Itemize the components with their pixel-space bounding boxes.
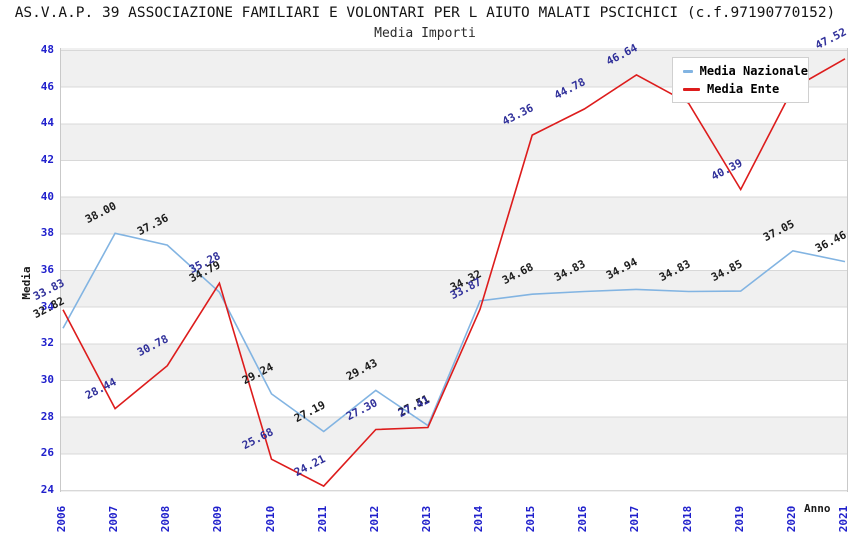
x-tick-label: 2019: [732, 505, 746, 533]
x-axis-title: Anno: [804, 502, 831, 515]
legend: Media Nazionale Media Ente: [672, 57, 809, 103]
legend-item-media-ente: Media Ente: [673, 82, 808, 96]
y-tick-label: 32: [40, 336, 54, 350]
chart-title: AS.V.A.P. 39 ASSOCIAZIONE FAMILIARI E VO…: [14, 5, 836, 21]
y-tick-label: 30: [40, 373, 54, 386]
y-tick-label: 46: [40, 79, 54, 93]
y-tick-label: 26: [40, 446, 54, 460]
x-tick-label: 2011: [315, 505, 329, 533]
y-tick-label: 36: [40, 263, 54, 276]
legend-label-media-nazionale: Media Nazionale: [699, 64, 808, 78]
x-tick-label: 2014: [472, 505, 486, 533]
media-ente-line-swatch: [683, 87, 700, 91]
x-tick-label: 2008: [159, 505, 173, 533]
x-tick-label: 2006: [55, 505, 68, 533]
y-tick-label: 40: [40, 189, 54, 203]
x-tick-label: 2017: [628, 505, 642, 533]
chart-subtitle: Media Importi: [374, 26, 476, 41]
media-nazionale-line-swatch: [683, 69, 693, 73]
x-tick-label: 2021: [837, 505, 850, 533]
x-tick-label: 2007: [107, 505, 121, 533]
x-tick-label: 2016: [576, 505, 590, 533]
series-line-media-nazionale: [62, 232, 846, 433]
chart-lines: [62, 58, 846, 488]
y-tick-label: 28: [40, 409, 54, 423]
y-tick-label: 34: [40, 299, 54, 313]
y-tick-label: 48: [40, 43, 54, 56]
x-tick-label: 2018: [680, 505, 694, 533]
plot-area: 32.82 38.00 37.36 34.79 29.24 27.19 29.43 27.51…: [31, 25, 849, 492]
legend-item-media-nazionale: Media Nazionale: [673, 64, 808, 78]
x-tick-label: 2010: [263, 505, 277, 533]
x-tick-label: 2012: [367, 505, 381, 533]
y-tick-label: 24: [40, 483, 54, 496]
y-tick-label: 44: [40, 116, 54, 130]
x-tick-label: 2015: [524, 505, 538, 533]
y-tick-label: 42: [40, 153, 54, 166]
x-tick-label: 2009: [211, 505, 225, 533]
series-line-media-ente: [62, 58, 846, 488]
x-tick-label: 2020: [784, 505, 798, 533]
legend-label-media-ente: Media Ente: [707, 82, 780, 96]
y-tick-label: 38: [40, 226, 54, 240]
x-tick-label: 2013: [419, 505, 433, 533]
